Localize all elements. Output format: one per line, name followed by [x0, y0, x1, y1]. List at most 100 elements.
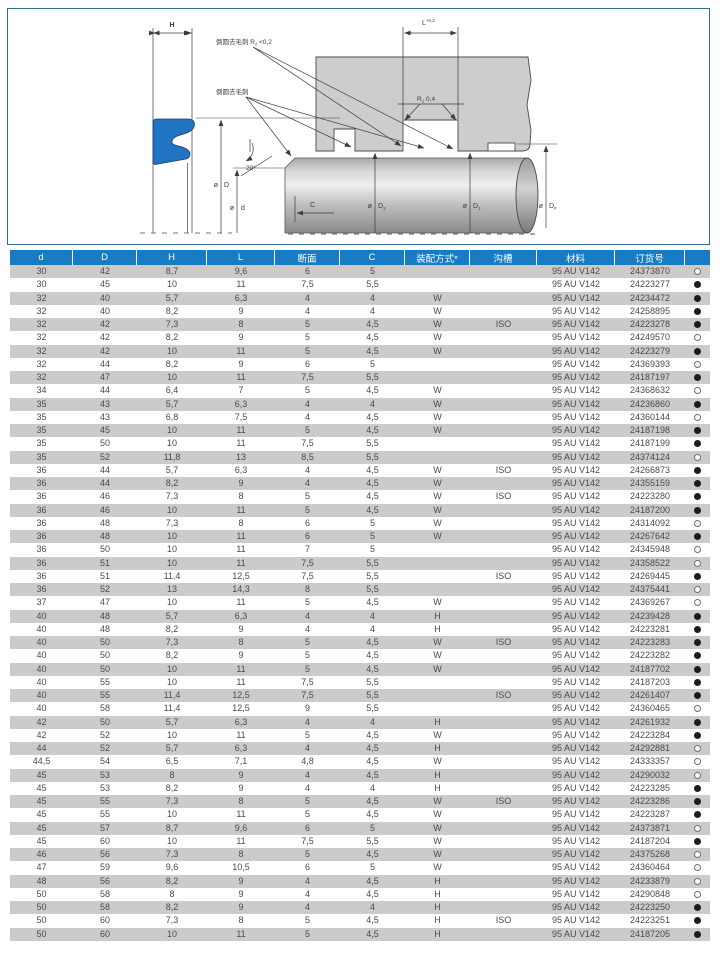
col-C: 4,5 [340, 662, 405, 676]
col-availability [685, 291, 710, 305]
availability-open-marker [694, 519, 701, 527]
table-row: 42 52 10 11 5 4,5 W 95 AU V142 24223284 [10, 728, 710, 742]
col-groove: ISO [470, 569, 537, 583]
col-section: 4 [275, 887, 340, 901]
col-C: 4,5 [340, 477, 405, 491]
column-header-col-groove: 沟槽 [470, 250, 537, 265]
col-material: 95 AU V142 [537, 768, 615, 782]
col-d: 45 [10, 821, 73, 835]
col-availability [685, 662, 710, 676]
col-groove [470, 609, 537, 623]
table-row: 48 56 8,2 9 4 4,5 H 95 AU V142 24233879 [10, 874, 710, 888]
col-D: 40 [73, 304, 137, 318]
col-section: 6 [275, 530, 340, 544]
col-H: 7,3 [137, 795, 207, 809]
col-H: 8,2 [137, 901, 207, 915]
availability-filled-marker [694, 400, 701, 408]
col-availability [685, 834, 710, 848]
col-groove [470, 530, 537, 544]
col-d: 50 [10, 927, 73, 941]
col-order-no: 24375268 [615, 848, 685, 862]
table-row: 32 42 7,3 8 5 4,5 W ISO 95 AU V142 24223278 [10, 318, 710, 332]
col-groove [470, 437, 537, 451]
table-row: 36 48 7,3 8 6 5 W 95 AU V142 24314092 [10, 516, 710, 530]
availability-open-marker [694, 599, 701, 607]
col-L: 6,3 [207, 609, 275, 623]
col-C: 4,5 [340, 742, 405, 756]
col-d: 40 [10, 622, 73, 636]
col-assembly: H [405, 622, 470, 636]
col-H: 10 [137, 424, 207, 438]
h-dim-label: H [169, 22, 174, 29]
col-groove: ISO [470, 490, 537, 504]
col-C: 4 [340, 291, 405, 305]
col-H: 7,3 [137, 636, 207, 650]
col-groove [470, 887, 537, 901]
seal-installation-drawing: H L+0,2 R1 0,4 倒圆去毛刺 Rz <0,2 倒圆去毛刺 [140, 18, 557, 235]
availability-filled-marker [694, 625, 701, 633]
col-assembly [405, 702, 470, 716]
table-row: 36 52 13 14,3 8 5,5 95 AU V142 24375441 [10, 583, 710, 597]
col-L: 11 [207, 278, 275, 292]
col-order-no: 24269445 [615, 569, 685, 583]
availability-filled-marker [694, 294, 701, 302]
col-assembly [405, 437, 470, 451]
col-assembly: W [405, 728, 470, 742]
col-order-no: 24261407 [615, 689, 685, 703]
table-row: 36 48 10 11 6 5 W 95 AU V142 24267642 [10, 530, 710, 544]
col-assembly: W [405, 424, 470, 438]
col-assembly: W [405, 808, 470, 822]
col-material: 95 AU V142 [537, 543, 615, 557]
col-C: 4,5 [340, 463, 405, 477]
col-D: 48 [73, 609, 137, 623]
col-C: 4,5 [340, 768, 405, 782]
col-D: 52 [73, 742, 137, 756]
col-C: 4,5 [340, 344, 405, 358]
col-d: 45 [10, 795, 73, 809]
col-order-no: 24223287 [615, 808, 685, 822]
table-row: 45 53 8 9 4 4,5 H 95 AU V142 24290032 [10, 768, 710, 782]
table-row: 50 60 7,3 8 5 4,5 H ISO 95 AU V142 24223251 [10, 914, 710, 928]
col-d: 40 [10, 636, 73, 650]
col-material: 95 AU V142 [537, 821, 615, 835]
col-L: 6,3 [207, 742, 275, 756]
col-C: 4 [340, 609, 405, 623]
deburr-rz-arrow-2 [252, 46, 454, 150]
col-groove [470, 265, 537, 279]
col-section: 5 [275, 808, 340, 822]
col-order-no: 24223280 [615, 490, 685, 504]
col-order-no: 24267642 [615, 530, 685, 544]
col-L: 9 [207, 768, 275, 782]
col-assembly: W [405, 821, 470, 835]
col-section: 4 [275, 874, 340, 888]
col-H: 8,2 [137, 357, 207, 371]
col-L: 8 [207, 490, 275, 504]
col-H: 10 [137, 543, 207, 557]
col-material: 95 AU V142 [537, 463, 615, 477]
col-section: 6 [275, 265, 340, 279]
col-H: 7,3 [137, 318, 207, 332]
col-section: 4 [275, 291, 340, 305]
col-D: 52 [73, 728, 137, 742]
col-L: 12,5 [207, 569, 275, 583]
col-L: 11 [207, 503, 275, 517]
col-material: 95 AU V142 [537, 927, 615, 941]
deburr-arrow-1 [245, 96, 292, 157]
col-assembly: H [405, 768, 470, 782]
availability-filled-marker [694, 798, 701, 806]
col-H: 10 [137, 675, 207, 689]
col-section: 5 [275, 596, 340, 610]
col-section: 4 [275, 304, 340, 318]
availability-filled-marker [694, 612, 701, 620]
table-row: 35 43 5,7 6,3 4 4 W 95 AU V142 24236860 [10, 397, 710, 411]
col-d: 36 [10, 516, 73, 530]
col-D: 46 [73, 503, 137, 517]
col-availability [685, 874, 710, 888]
col-d: 30 [10, 278, 73, 292]
col-material: 95 AU V142 [537, 662, 615, 676]
col-L: 9 [207, 887, 275, 901]
table-row: 45 55 10 11 5 4,5 W 95 AU V142 24223287 [10, 808, 710, 822]
col-order-no: 24187199 [615, 437, 685, 451]
availability-filled-marker [694, 811, 701, 819]
col-availability [685, 357, 710, 371]
